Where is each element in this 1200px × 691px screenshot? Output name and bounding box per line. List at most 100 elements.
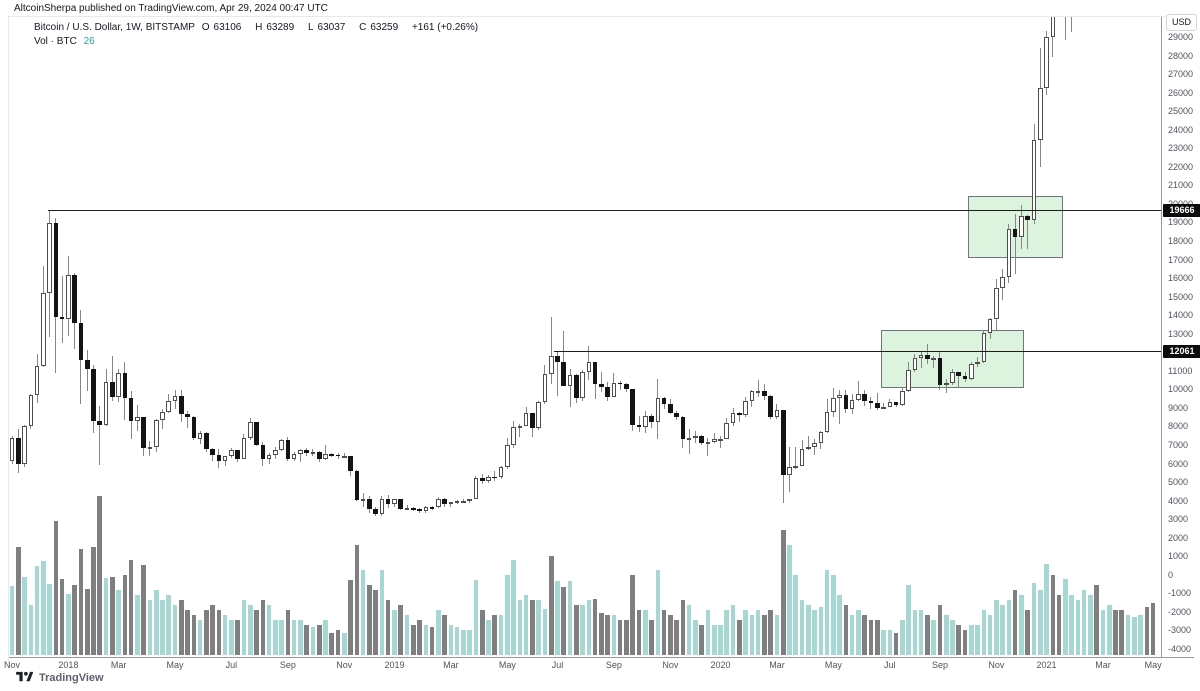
price-tick-label: 7000 [1168, 440, 1189, 450]
time-tick-label: 2020 [710, 660, 731, 670]
candle-body [1050, 17, 1056, 37]
volume-bar [1144, 607, 1150, 655]
candle-body [360, 499, 366, 502]
volume-bar [1050, 575, 1056, 655]
volume-bar [78, 549, 84, 655]
candle-body [410, 508, 416, 510]
price-tick-label: 8000 [1168, 421, 1189, 432]
candle-wick [619, 380, 621, 390]
volume-bar [1075, 600, 1081, 655]
candle-body [229, 450, 234, 457]
price-tick-label: 25000 [1168, 106, 1194, 117]
volume-bar [1031, 583, 1037, 655]
volume-bar [580, 605, 585, 655]
volume-bar [417, 620, 422, 655]
candle-body [793, 465, 799, 468]
volume-bar [617, 620, 623, 655]
candle-body [718, 438, 723, 441]
volume-bar [279, 620, 284, 655]
candle-body [567, 375, 573, 386]
candle-wick [494, 470, 496, 481]
volume-bar [837, 595, 842, 655]
candle-body [981, 333, 987, 362]
candle-body [812, 442, 817, 448]
time-tick-label: Jul [884, 660, 896, 670]
candle-wick [600, 371, 602, 393]
candle-body [166, 401, 172, 412]
candle-body [279, 439, 284, 451]
volume-bar [636, 610, 642, 655]
price-axis[interactable]: USD 19666 12061 29000 28000 27000 26000 25000 2… [1161, 14, 1200, 657]
candle-body [34, 366, 40, 395]
candle-body [680, 417, 686, 440]
candle-body [28, 394, 34, 426]
volume-bar [210, 605, 215, 655]
volume-bar [900, 620, 905, 655]
time-tick-label: May [498, 660, 516, 670]
volume-bar [1037, 590, 1043, 655]
volume-bar [1012, 590, 1018, 655]
candle-wick [462, 499, 464, 503]
volume-bar [379, 570, 385, 655]
candle-wick [945, 378, 947, 393]
candle-body [912, 358, 918, 370]
currency-unit-button[interactable]: USD [1166, 14, 1197, 31]
volume-bar [943, 615, 949, 655]
candle-body [548, 355, 554, 374]
volume-bar [774, 615, 780, 655]
volume-bar [505, 575, 510, 655]
volume-bar [135, 595, 140, 655]
candle-body [1000, 277, 1005, 288]
volume-bar [762, 615, 767, 655]
candle-body [273, 450, 278, 455]
candle-wick [814, 439, 816, 456]
candle-body [599, 383, 604, 387]
candle-body [66, 274, 71, 319]
volume-bar [1150, 603, 1156, 655]
tradingview-logo-icon[interactable] [16, 671, 33, 684]
candle-body [97, 421, 103, 426]
candle-body [492, 476, 498, 479]
candle-body [668, 404, 673, 413]
candle-body [9, 437, 15, 462]
volume-bar [1125, 615, 1131, 655]
time-tick-label: Mar [769, 660, 785, 670]
candle-wick [450, 501, 452, 508]
volume-bar [561, 587, 567, 655]
candle-body [624, 383, 629, 389]
volume-bar [147, 600, 153, 655]
candle-body [1044, 37, 1049, 88]
volume-bar [342, 633, 347, 655]
volume-bar [1119, 610, 1125, 655]
volume-bar [743, 610, 748, 655]
candle-body [517, 425, 523, 428]
volume-bar [674, 620, 679, 655]
volume-bar [824, 570, 830, 655]
volume-bar [530, 600, 535, 655]
candle-body [160, 411, 165, 420]
candle-body [605, 386, 610, 397]
volume-bar [981, 610, 987, 655]
candle-wick [713, 432, 715, 443]
brand-name[interactable]: TradingView [39, 671, 104, 684]
volume-bar [461, 630, 466, 655]
volume-bar [348, 580, 353, 655]
candle-body [53, 223, 59, 318]
price-pane[interactable] [9, 17, 1161, 657]
price-tick-label: -4000 [1168, 644, 1192, 654]
volume-bar [204, 610, 209, 655]
candle-body [868, 401, 874, 403]
volume-bar [1088, 595, 1093, 655]
chart-card: Bitcoin / U.S. Dollar, 1W, BITSTAMP O 631… [4, 14, 1200, 670]
volume-bar [9, 586, 15, 655]
candle-body [511, 426, 516, 446]
volume-bar [624, 620, 629, 655]
volume-bar [247, 605, 253, 655]
volume-bar [410, 625, 416, 655]
volume-bar [517, 600, 523, 655]
volume-bar [574, 605, 579, 655]
time-axis[interactable]: Nov 2018 Mar May Jul Sep Nov 2019 Mar May Jul Sep No… [4, 657, 1194, 670]
candle-body [197, 433, 203, 439]
volume-bar [887, 630, 893, 655]
volume-bar [273, 620, 278, 655]
